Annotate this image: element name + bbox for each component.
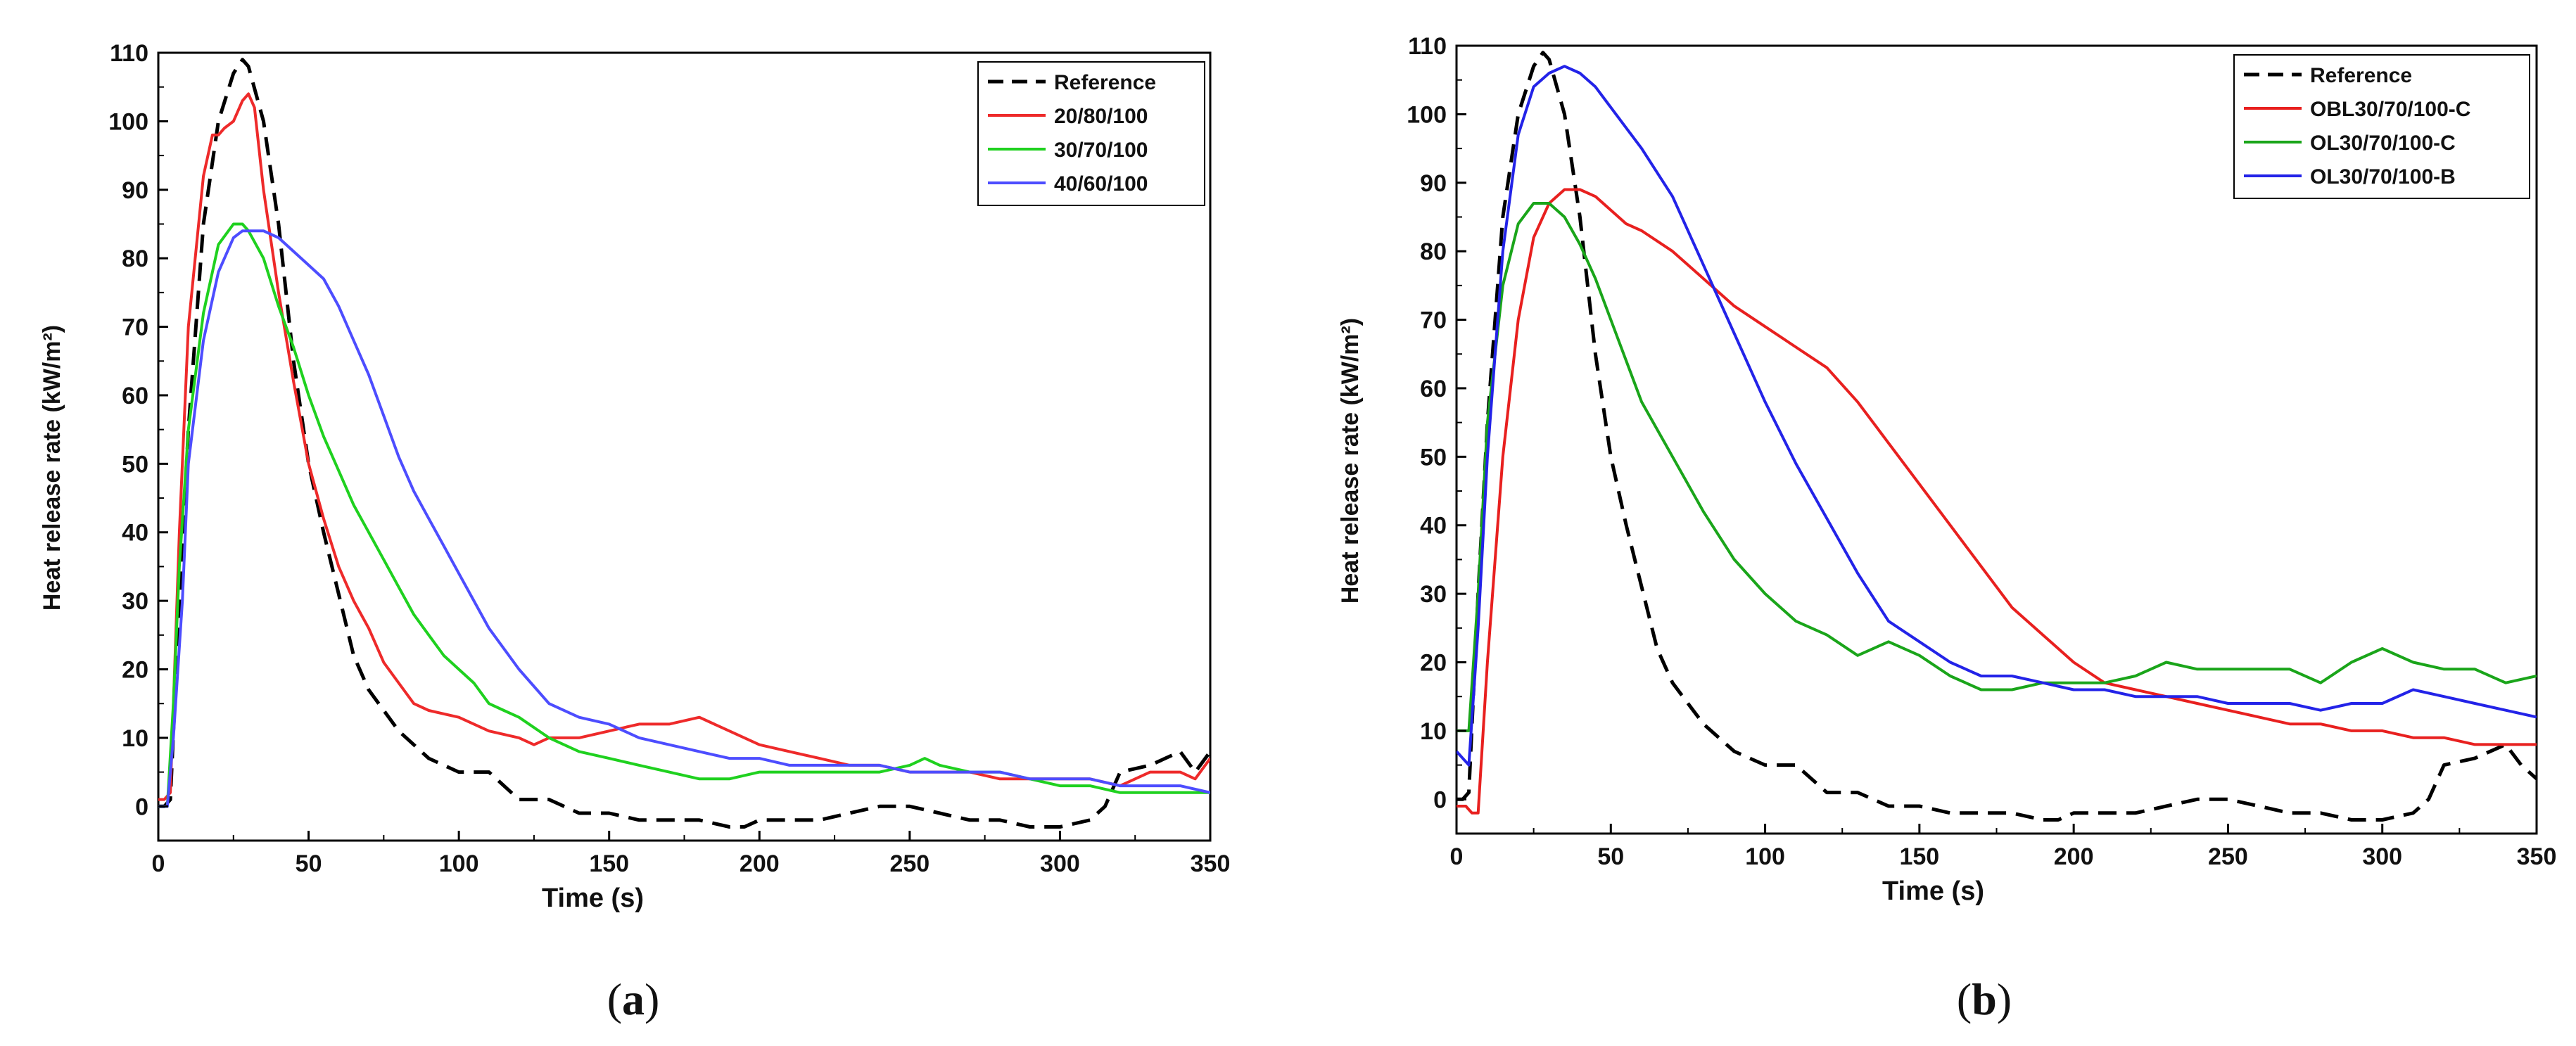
panel-b-caption-close: ) xyxy=(1997,974,2012,1024)
panel-a-x-tick-label-1: 50 xyxy=(296,850,322,877)
panel-b-y-tick-label-5: 50 xyxy=(1420,444,1447,471)
panel-a-legend-label-3: 40/60/100 xyxy=(1054,172,1148,196)
panel-b-legend-label-3: OL30/70/100-B xyxy=(2310,165,2456,189)
panel-a-series-line-0 xyxy=(158,58,1210,829)
panel-b-series-line-0 xyxy=(1457,51,2537,822)
panel-a-y-tick-label-6: 60 xyxy=(122,383,148,409)
panel-a-x-tick-label-6: 300 xyxy=(1040,850,1080,877)
panel-b-legend-label-2: OL30/70/100-C xyxy=(2310,132,2456,155)
panel-a-caption-letter: a xyxy=(622,974,645,1024)
panel-a-series-line-3 xyxy=(158,229,1210,808)
panel-a-chart: 0 50 100 150 200 250 300 350 0 10 20 30 40 50 60 70 80 90… xyxy=(39,40,1230,913)
panel-a-caption-open: ( xyxy=(607,974,622,1024)
panel-a-y-tick-label-5: 50 xyxy=(122,451,148,478)
panel-a-y-tick-label-10: 100 xyxy=(108,108,148,135)
panel-b-legend-label-1: OBL30/70/100-C xyxy=(2310,98,2470,121)
panel-a-series-line-1 xyxy=(158,92,1210,801)
panel-a-y-tick-label-0: 0 xyxy=(135,793,148,820)
panel-b-caption: (b) xyxy=(1957,974,2012,1024)
panel-a-y-tick-label-1: 10 xyxy=(122,725,148,752)
panel-a-y-tick-label-7: 70 xyxy=(122,314,148,341)
panel-a-y-tick-label-3: 30 xyxy=(122,588,148,615)
panel-a-y-tick-label-4: 40 xyxy=(122,520,148,547)
panel-a-y-tick-label-11: 110 xyxy=(110,40,148,67)
panel-a-y-axis-label: Heat release rate (kW/m²) xyxy=(39,325,65,611)
panel-b-y-tick-label-8: 80 xyxy=(1420,238,1447,265)
panel-a-y-tick-label-2: 20 xyxy=(122,657,148,684)
panel-a-x-tick-label-0: 0 xyxy=(152,850,165,877)
panel-b-x-tick-label-2: 100 xyxy=(1745,843,1785,870)
panel-a-y-tick-label-9: 90 xyxy=(122,177,148,204)
panel-b-x-tick-label-4: 200 xyxy=(2054,843,2094,870)
panel-a-legend: Reference 20/80/100 30/70/100 40/60/100 xyxy=(977,61,1205,206)
panel-a-x-tick-label-4: 200 xyxy=(740,850,780,877)
panel-b-y-tick-label-3: 30 xyxy=(1420,581,1447,608)
panel-b-legend-label-0: Reference xyxy=(2310,64,2412,87)
panel-b-x-tick-label-0: 0 xyxy=(1450,843,1464,870)
panel-b-y-tick-label-10: 100 xyxy=(1407,101,1447,128)
panel-b-chart: 0 50 100 150 200 250 300 350 0 10 20 30 40 50 60 70 80 90… xyxy=(1337,33,2556,906)
panel-b-y-tick-label-1: 10 xyxy=(1420,718,1447,745)
panel-b-y-tick-label-2: 20 xyxy=(1420,650,1447,677)
panel-b-x-tick-label-5: 250 xyxy=(2208,843,2248,870)
panel-b-series-line-2 xyxy=(1457,202,2537,732)
panel-b-y-axis-label: Heat release rate (kW/m²) xyxy=(1337,318,1364,604)
panel-b-y-tick-label-0: 0 xyxy=(1433,786,1447,813)
panel-b-x-axis-label: Time (s) xyxy=(1882,876,1984,906)
panel-a-legend-label-0: Reference xyxy=(1054,71,1156,94)
panel-a-x-axis-label: Time (s) xyxy=(542,884,644,913)
panel-b-y-tick-label-9: 90 xyxy=(1420,170,1447,197)
panel-b-y-tick-label-7: 70 xyxy=(1420,307,1447,334)
panel-b-x-tick-label-1: 50 xyxy=(1597,843,1624,870)
panel-a-x-tick-label-5: 250 xyxy=(889,850,929,877)
panel-b-caption-open: ( xyxy=(1957,974,1972,1024)
panel-a-y-tick-label-8: 80 xyxy=(122,245,148,272)
panel-b-x-tick-label-7: 350 xyxy=(2517,843,2557,870)
panel-a-legend-label-1: 20/80/100 xyxy=(1054,105,1148,128)
panel-a-x-tick-label-7: 350 xyxy=(1191,850,1231,877)
panel-b-x-tick-label-3: 150 xyxy=(1899,843,1939,870)
panel-a-legend-label-2: 30/70/100 xyxy=(1054,139,1148,162)
panel-b-series-line-3 xyxy=(1457,65,2537,767)
panel-a-caption-close: ) xyxy=(645,974,659,1024)
panel-a-caption: (a) xyxy=(607,974,660,1024)
panel-b-series-line-1 xyxy=(1457,188,2537,815)
panel-a-series-line-2 xyxy=(158,222,1210,808)
panel-b-caption-letter: b xyxy=(1972,974,1997,1024)
panel-b-y-tick-label-11: 110 xyxy=(1408,33,1447,60)
panel-a-x-tick-label-3: 150 xyxy=(589,850,629,877)
panel-a-x-tick-label-2: 100 xyxy=(439,850,479,877)
panel-b-y-tick-label-4: 40 xyxy=(1420,513,1447,540)
panel-b-legend: Reference OBL30/70/100-C OL30/70/100-C OL30… xyxy=(2233,54,2530,199)
panel-b-y-tick-label-6: 60 xyxy=(1420,376,1447,402)
panel-b-x-tick-label-6: 300 xyxy=(2362,843,2402,870)
